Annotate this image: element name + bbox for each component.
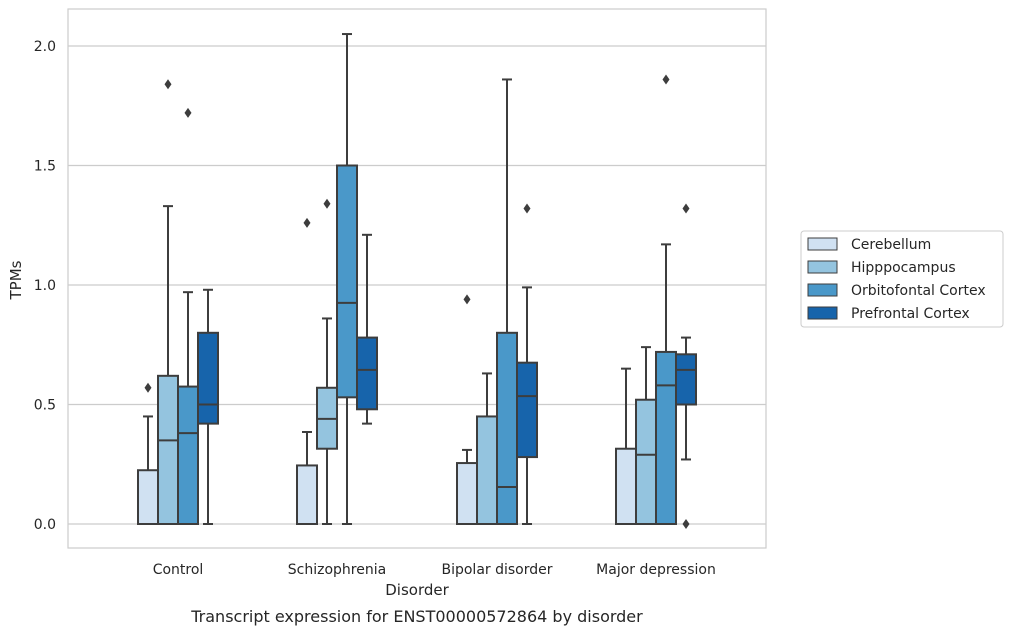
box-bipolar-disorder-prefrontal-cortex	[516, 203, 538, 525]
legend-swatch-prefrontal-cortex	[807, 306, 838, 320]
box-schizophrenia-orbitofontal-cortex	[336, 33, 358, 525]
box-body	[456, 462, 478, 525]
box-body	[516, 361, 538, 459]
y-tick-label-2-0: 2.0	[34, 39, 56, 55]
x-tick-label-major-depression: Major depression	[596, 562, 716, 578]
y-axis-title: TPMs	[7, 260, 25, 300]
box-bipolar-disorder-orbitofontal-cortex	[496, 78, 518, 525]
box-body	[336, 164, 358, 399]
outlier-point	[164, 79, 172, 90]
outlier-point	[303, 217, 311, 228]
legend-label-cerebellum: Cerebellum	[851, 237, 931, 253]
box-body	[635, 398, 657, 525]
box-body	[496, 331, 518, 525]
box-control-orbitofontal-cortex	[177, 107, 199, 526]
legend-label-hipppocampus: Hipppocampus	[851, 260, 956, 276]
x-tick-label-schizophrenia: Schizophrenia	[288, 562, 386, 578]
x-tick-label-control: Control	[153, 562, 204, 578]
legend-swatch-hipppocampus	[807, 260, 838, 274]
box-major-depression-prefrontal-cortex	[675, 203, 697, 529]
box-major-depression-hipppocampus	[635, 346, 657, 525]
outlier-point	[144, 382, 152, 393]
box-body	[157, 374, 179, 525]
outlier-point	[184, 107, 192, 118]
y-tick-label-0-0: 0.0	[34, 517, 56, 533]
box-control-prefrontal-cortex	[197, 288, 219, 525]
box-body	[177, 385, 199, 526]
box-major-depression-cerebellum	[615, 367, 637, 525]
legend-label-orbitofontal-cortex: Orbitofontal Cortex	[851, 283, 986, 299]
box-bipolar-disorder-cerebellum	[456, 294, 478, 525]
box-major-depression-orbitofontal-cortex	[655, 74, 677, 526]
box-body	[356, 336, 378, 411]
box-body	[476, 415, 498, 526]
box-control-cerebellum	[137, 382, 159, 526]
box-schizophrenia-hipppocampus	[316, 198, 338, 525]
box-schizophrenia-cerebellum	[296, 217, 318, 526]
box-body	[197, 331, 219, 425]
figure-caption: Transcript expression for ENST0000057286…	[190, 607, 643, 626]
box-bipolar-disorder-hipppocampus	[476, 372, 498, 526]
outlier-point	[463, 294, 471, 305]
outlier-point	[523, 203, 531, 214]
x-tick-labels: Control Schizophrenia Bipolar disorder Majo…	[153, 562, 716, 578]
outlier-point	[682, 519, 690, 529]
legend-label-prefrontal-cortex: Prefrontal Cortex	[851, 306, 970, 322]
plot-frame	[67, 8, 767, 549]
x-tick-label-bipolar-disorder: Bipolar disorder	[441, 562, 552, 578]
y-tick-labels: 0.0 0.5 1.0 1.5 2.0	[34, 39, 56, 533]
box-body	[675, 353, 697, 406]
legend-swatch-cerebellum	[807, 237, 838, 251]
box-body	[655, 350, 677, 526]
outlier-point	[682, 203, 690, 214]
box-body	[615, 447, 637, 525]
x-axis-title: Disorder	[385, 581, 449, 599]
legend-swatch-orbitofontal-cortex	[807, 283, 838, 297]
y-tick-label-0-5: 0.5	[34, 398, 56, 414]
y-tick-label-1-0: 1.0	[34, 278, 56, 294]
box-body	[137, 469, 159, 526]
boxes	[137, 33, 697, 529]
y-tick-label-1-5: 1.5	[34, 159, 56, 175]
box-schizophrenia-prefrontal-cortex	[356, 233, 378, 425]
outlier-point	[323, 198, 331, 209]
legend-frame	[800, 230, 1004, 328]
box-body	[296, 464, 318, 526]
outlier-point	[662, 74, 670, 85]
legend: Cerebellum Hipppocampus Orbitofontal Cor…	[800, 230, 1004, 328]
